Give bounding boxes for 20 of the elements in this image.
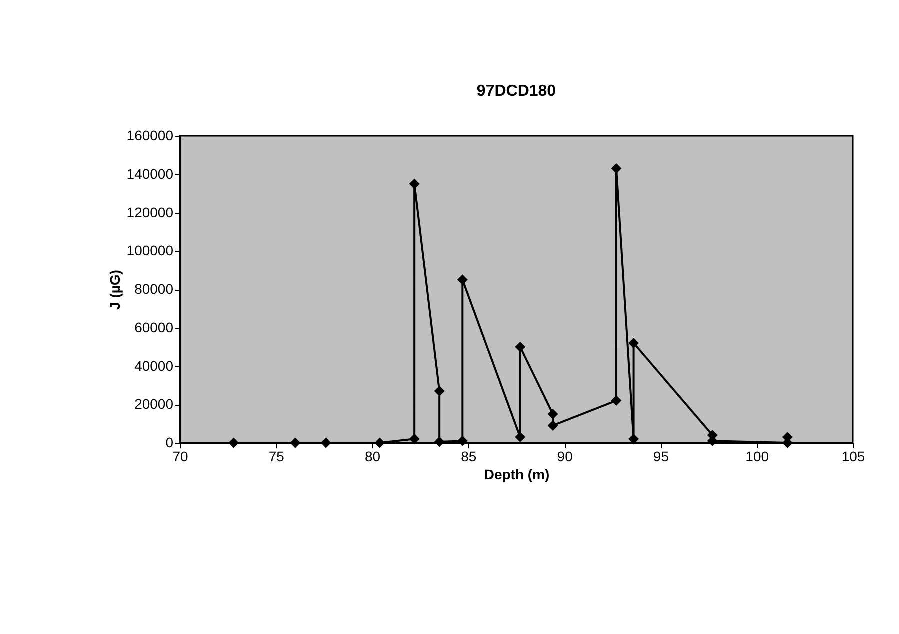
x-tick-label: 100 [746,448,770,464]
y-tick-label: 60000 [134,319,174,336]
y-tick-label: 140000 [126,166,174,182]
x-axis-title: Depth (m) [484,466,550,482]
x-tick-label: 90 [557,448,574,464]
y-tick-label: 120000 [126,204,174,220]
y-tick-label: 20000 [134,396,174,412]
x-tick-label: 95 [653,448,670,464]
x-tick-label: 85 [461,448,477,464]
y-axis-title: J (µG) [106,270,123,310]
y-tick-label: 40000 [134,358,174,374]
x-tick-label: 80 [364,448,381,464]
y-tick-label: 160000 [126,128,174,144]
x-tick-label: 75 [268,448,285,464]
x-tick-label: 105 [842,448,866,464]
x-tick-label: 70 [172,448,188,464]
y-tick-label: 0 [166,434,174,450]
chart-title: 97DCD180 [476,83,556,100]
y-tick-label: 100000 [126,242,174,259]
y-tick-label: 80000 [134,281,174,297]
